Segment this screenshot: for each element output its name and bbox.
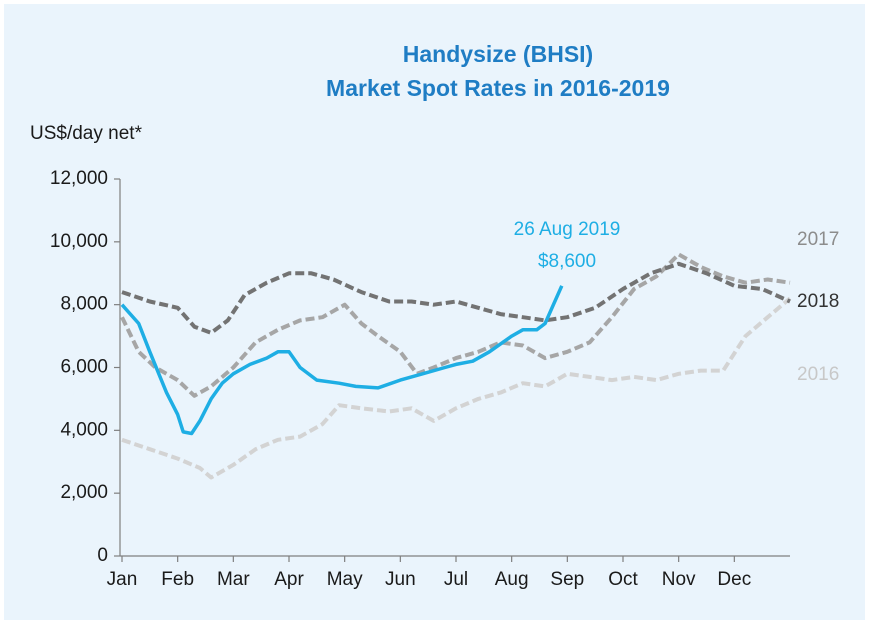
chart-background <box>4 4 865 620</box>
x-tick-label: Jan <box>107 569 138 590</box>
x-tick-label: Jun <box>385 569 416 590</box>
x-tick-label: Sep <box>550 569 584 590</box>
y-tick-label: 6,000 <box>60 357 108 378</box>
chart-title: Handysize (BHSI) <box>403 41 593 67</box>
series-label: 2018 <box>797 291 839 312</box>
x-tick-label: Oct <box>608 569 638 590</box>
x-tick-label: Dec <box>717 569 751 590</box>
line-series <box>121 296 792 480</box>
y-tick-label: 2,000 <box>60 482 108 503</box>
y-tick-label: 0 <box>97 545 108 566</box>
y-axis-label: US$/day net* <box>30 123 143 144</box>
line-series <box>121 261 791 335</box>
line-series <box>120 285 564 436</box>
x-tick-label: May <box>327 569 363 590</box>
series-label: 2017 <box>797 229 839 250</box>
x-tick-label: Mar <box>217 569 250 590</box>
x-tick-label: Feb <box>161 569 194 590</box>
y-tick-label: 10,000 <box>50 231 108 252</box>
x-tick-label: Nov <box>662 569 696 590</box>
x-tick-label: Jul <box>444 569 468 590</box>
x-tick-label: Aug <box>495 569 529 590</box>
series-label: 2016 <box>797 364 839 385</box>
y-tick-label: 8,000 <box>60 294 108 315</box>
line-series <box>120 252 791 398</box>
y-tick-label: 4,000 <box>60 419 108 440</box>
x-tick-label: Apr <box>274 569 304 590</box>
annotation: 26 Aug 2019 <box>514 219 621 240</box>
annotation: $8,600 <box>538 251 596 272</box>
chart-subtitle: Market Spot Rates in 2016-2019 <box>326 75 670 101</box>
y-tick-label: 12,000 <box>50 168 108 189</box>
